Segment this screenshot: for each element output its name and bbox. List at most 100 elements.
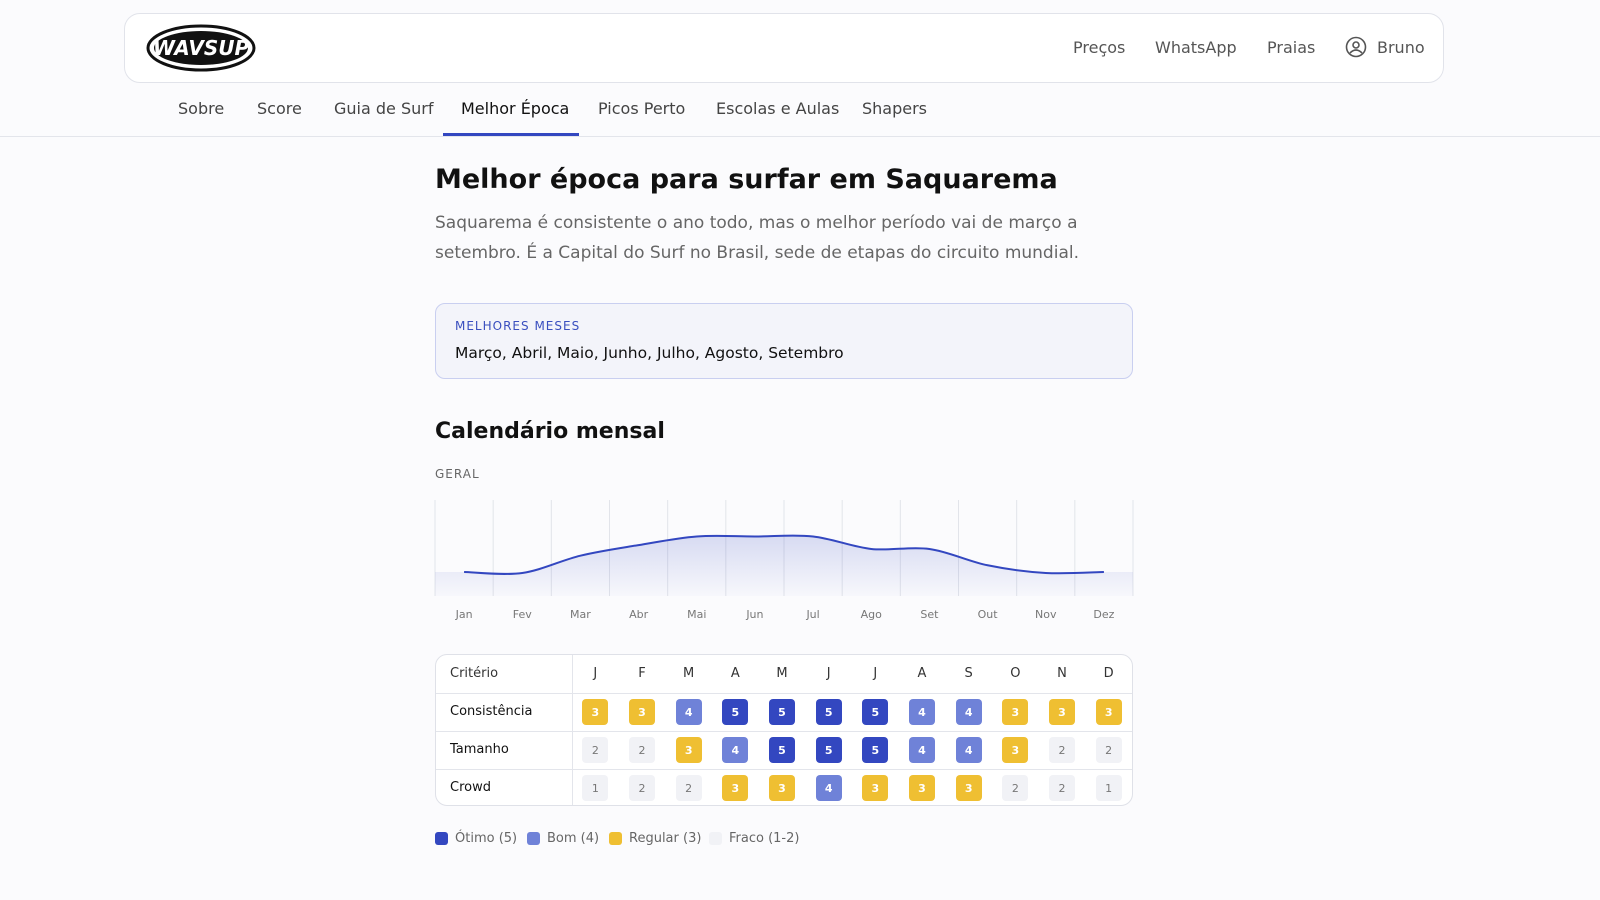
logo[interactable]: WAVSUP	[146, 24, 256, 72]
score-cell: 4	[955, 699, 982, 725]
score-cell: 3	[1002, 699, 1029, 725]
score-cell: 5	[815, 699, 842, 725]
score-cell: 4	[909, 737, 935, 763]
score-cell: 2	[1049, 737, 1075, 763]
score-cell: 4	[675, 699, 702, 725]
score-cell: 5	[769, 699, 795, 725]
score-cell: 4	[815, 775, 842, 801]
row-divider	[436, 693, 1132, 694]
score-cell: 2	[675, 775, 702, 801]
tab[interactable]: Sobre	[178, 99, 225, 118]
score-cell: 5	[769, 737, 795, 763]
x-tick-label: Nov	[1035, 608, 1057, 621]
nav-link[interactable]: WhatsApp	[1155, 38, 1237, 57]
score-cell: 5	[862, 737, 889, 763]
column-header: J	[593, 666, 598, 681]
tab[interactable]: Picos Perto	[598, 99, 686, 118]
header-bar	[124, 13, 1444, 83]
score-cell: 3	[1095, 699, 1122, 725]
page-description: Saquarema é consistente o ano todo, mas …	[435, 213, 1079, 263]
column-header: A	[730, 666, 740, 681]
column-header: J	[826, 666, 831, 681]
column-header: F	[638, 666, 646, 681]
x-tick-label: Mar	[570, 608, 591, 621]
score-cell: 4	[955, 737, 982, 763]
score-cell: 2	[629, 737, 655, 763]
x-tick-label: Jan	[455, 608, 473, 621]
tab[interactable]: Shapers	[862, 99, 928, 118]
score-cell: 1	[1095, 775, 1122, 801]
score-cell: 5	[862, 699, 889, 725]
area-fill	[435, 535, 1133, 596]
score-cell: 3	[769, 775, 795, 801]
tab[interactable]: Escolas e Aulas	[716, 99, 840, 118]
column-header: S	[964, 666, 973, 681]
score-cell: 3	[722, 775, 749, 801]
score-cell: 5	[722, 699, 749, 725]
x-tick-label: Ago	[861, 608, 883, 621]
calendar-title: Calendário mensal	[435, 419, 665, 444]
score-cell: 3	[582, 699, 609, 725]
column-header: M	[683, 666, 695, 681]
score-cell: 3	[862, 775, 889, 801]
user-name[interactable]: Bruno	[1377, 38, 1425, 57]
score-cell: 4	[909, 699, 935, 725]
score-cell: 3	[955, 775, 982, 801]
best-months-value: Março, Abril, Maio, Junho, Julho, Agosto…	[455, 344, 844, 362]
table-header: Critério	[450, 666, 499, 681]
column-header: N	[1057, 666, 1067, 681]
x-tick-label: Fev	[513, 608, 532, 621]
tab-border	[0, 136, 1600, 137]
row-divider	[436, 769, 1132, 770]
line	[464, 534, 1104, 575]
x-tick-label: Dez	[1093, 608, 1114, 621]
calendar-table: Critério J F M A M J J A S O N D Consistência 3 3 4 5 5 5 5 4…	[435, 654, 1133, 806]
chart-title: GERAL	[435, 467, 480, 481]
tab-indicator	[443, 133, 579, 136]
row-label: Crowd	[450, 780, 491, 795]
legend-swatch	[527, 832, 540, 845]
legend-label: Regular (3)	[629, 831, 702, 846]
score-cell: 3	[1049, 699, 1075, 725]
score-cell: 1	[582, 775, 609, 801]
legend-label: Ótimo (5)	[455, 831, 518, 846]
score-cell: 2	[582, 737, 609, 763]
column-header: M	[776, 666, 788, 681]
user-icon[interactable]	[1345, 36, 1367, 58]
x-tick-label: Jun	[745, 608, 763, 621]
legend-label: Bom (4)	[547, 831, 600, 846]
column-header: O	[1010, 666, 1021, 681]
score-cell: 5	[815, 737, 842, 763]
legend-swatch	[609, 832, 622, 845]
legend-label: Fraco (1-2)	[729, 831, 800, 846]
row-divider	[436, 731, 1132, 732]
logo-text: WAVSUP	[153, 36, 250, 60]
score-cell: 2	[1002, 775, 1029, 801]
score-cell: 3	[1002, 737, 1029, 763]
column-header: A	[917, 666, 927, 681]
row-label: Consistência	[450, 704, 533, 719]
tab[interactable]: Score	[257, 99, 302, 118]
score-cell: 3	[909, 775, 935, 801]
x-tick-label: Set	[920, 608, 939, 621]
col-divider	[572, 655, 573, 805]
score-cell: 2	[629, 775, 655, 801]
column-header: J	[873, 666, 878, 681]
tab[interactable]: Melhor Época	[461, 99, 570, 118]
tab[interactable]: Guia de Surf	[334, 99, 434, 118]
x-tick-label: Mai	[687, 608, 706, 621]
nav-link[interactable]: Praias	[1267, 38, 1316, 57]
x-tick-label: Jul	[805, 608, 819, 621]
legend-swatch	[435, 832, 448, 845]
row-label: Tamanho	[450, 742, 509, 757]
column-header: D	[1103, 666, 1114, 681]
best-months-box: MELHORES MESES Março, Abril, Maio, Junho…	[435, 303, 1133, 379]
nav-link[interactable]: Preços	[1073, 38, 1126, 57]
x-tick-label: Abr	[629, 608, 649, 621]
score-cell: 2	[1049, 775, 1075, 801]
best-months-label: MELHORES MESES	[455, 319, 581, 333]
score-cell: 3	[629, 699, 655, 725]
score-cell: 3	[675, 737, 702, 763]
